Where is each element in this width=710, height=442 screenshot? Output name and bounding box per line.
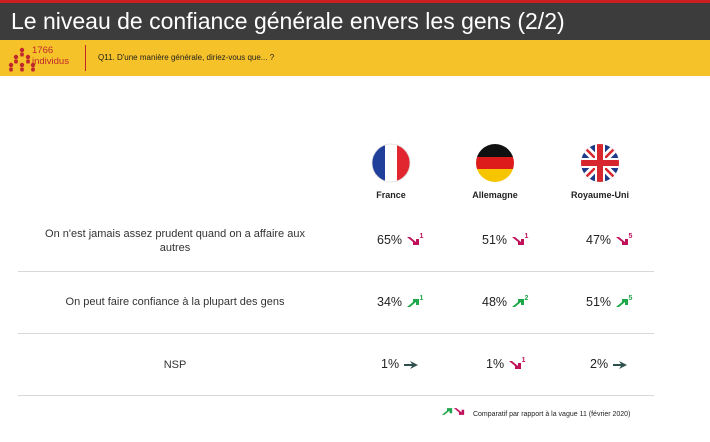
value-text: 2%	[590, 357, 609, 371]
page-title: Le niveau de confiance générale envers l…	[11, 8, 565, 34]
value-cell: 51% 1	[482, 233, 528, 247]
value-cell: 1%	[381, 357, 419, 371]
wave-number: 1	[419, 233, 424, 240]
row-divider	[18, 271, 654, 272]
footnote-text: Comparatif par rapport à la vague 11 (fé…	[472, 411, 631, 418]
wave-number: 1	[419, 295, 424, 302]
wave-number: 1	[524, 233, 529, 240]
title-bar: Le niveau de confiance générale envers l…	[0, 0, 710, 40]
row-label-nsp: NSP	[163, 359, 187, 371]
value-text: 1%	[486, 357, 505, 371]
sample-size: 1766 individus	[32, 45, 69, 67]
germany-flag-icon	[476, 144, 514, 182]
value-text: 34%	[377, 295, 403, 309]
country-name-france: France	[376, 190, 406, 200]
value-cell: 2%	[590, 357, 628, 371]
country-name-germany: Allemagne	[472, 190, 518, 200]
sample-label: individus	[32, 56, 69, 67]
value-text: 48%	[482, 295, 508, 309]
trend-down-icon	[615, 236, 628, 245]
value-text: 1%	[381, 357, 400, 371]
value-cell: 51% 5	[586, 295, 632, 309]
wave-number: 5	[628, 233, 633, 240]
trend-up-icon	[441, 408, 453, 415]
question-text: Q11. D'une manière générale, diriez-vous…	[98, 53, 275, 62]
row-divider	[18, 395, 654, 396]
question-bar: 1766 individus Q11. D'une manière généra…	[0, 40, 710, 76]
sample-count: 1766	[32, 45, 54, 56]
value-text: 47%	[586, 233, 612, 247]
row-divider	[18, 333, 654, 334]
value-text: 65%	[377, 233, 403, 247]
trend-down-icon	[508, 360, 521, 369]
trend-down-icon	[453, 408, 465, 415]
row-label-prudent: On n'est jamais assez prudent quand on a…	[45, 228, 305, 254]
trend-up-icon	[406, 298, 419, 307]
row-label-confiance: On peut faire confiance à la plupart des…	[65, 296, 285, 308]
footnote: Comparatif par rapport à la vague 11 (fé…	[441, 407, 630, 418]
value-cell: 65% 1	[377, 233, 423, 247]
trend-up-icon	[615, 298, 628, 307]
title-accent-line	[0, 0, 710, 3]
france-flag-icon	[371, 143, 411, 183]
trend-stable-icon	[403, 360, 418, 369]
value-cell: 34% 1	[377, 295, 423, 309]
question-separator	[85, 45, 86, 71]
value-cell: 1% 1	[486, 357, 525, 371]
value-text: 51%	[586, 295, 612, 309]
country-name-uk: Royaume-Uni	[570, 190, 629, 200]
trend-down-icon	[511, 236, 524, 245]
trend-up-icon	[511, 298, 524, 307]
trend-down-icon	[406, 236, 419, 245]
value-cell: 48% 2	[482, 295, 528, 309]
wave-number: 2	[524, 295, 529, 302]
value-cell: 47% 5	[586, 233, 632, 247]
wave-number: 1	[521, 357, 526, 364]
wave-number: 5	[628, 295, 633, 302]
uk-flag-icon	[581, 144, 619, 182]
value-text: 51%	[482, 233, 508, 247]
people-icon	[8, 47, 36, 72]
trend-stable-icon	[612, 360, 627, 369]
